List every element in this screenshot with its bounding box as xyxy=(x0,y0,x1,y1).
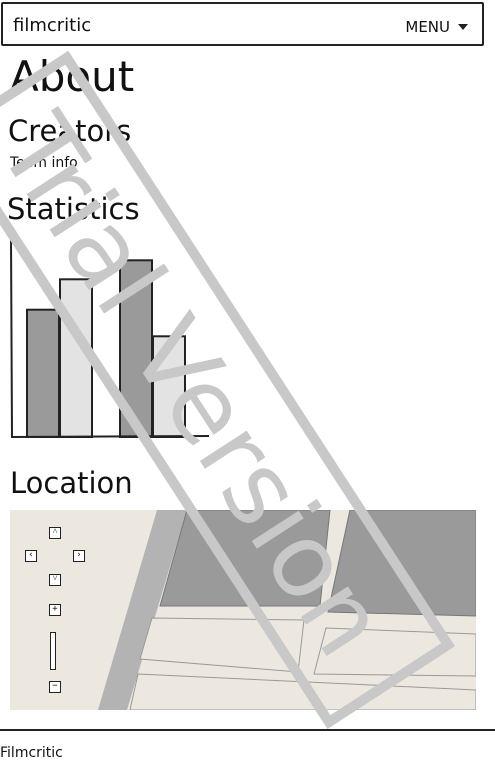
pan-up-button[interactable]: ˄ xyxy=(49,527,61,539)
top-header: filmcritic MENU xyxy=(1,2,484,46)
footer-divider xyxy=(0,729,495,731)
statistics-bar-chart xyxy=(10,237,210,438)
chart-y-axis xyxy=(10,237,13,438)
map-block xyxy=(327,510,476,617)
map-parcel xyxy=(129,673,476,710)
statistics-heading: Statistics xyxy=(7,192,140,226)
creators-heading: Creators xyxy=(8,114,132,148)
map-parcel xyxy=(313,627,476,677)
pan-right-button[interactable]: › xyxy=(73,550,85,562)
menu-label: MENU xyxy=(405,18,450,36)
brand-logo[interactable]: filmcritic xyxy=(13,15,92,36)
chart-x-axis xyxy=(10,435,210,438)
menu-dropdown[interactable]: MENU xyxy=(405,18,468,36)
zoom-slider[interactable] xyxy=(50,632,56,670)
team-info-link[interactable]: Team info xyxy=(10,155,78,171)
chart-bar-3 xyxy=(119,259,153,438)
caret-down-icon xyxy=(458,24,468,30)
pan-left-button[interactable]: ‹ xyxy=(25,550,37,562)
chart-bar-1 xyxy=(26,308,60,438)
chart-bar-2 xyxy=(59,278,93,438)
zoom-in-button[interactable]: + xyxy=(49,604,61,616)
map-parcel xyxy=(139,617,305,673)
bars-group xyxy=(26,259,186,438)
footer-text: Filmcritic xyxy=(0,745,63,761)
map-tiles xyxy=(98,510,476,710)
page-title: About xyxy=(10,52,135,101)
map-block xyxy=(159,510,331,607)
chart-bar-4 xyxy=(152,335,186,438)
location-map[interactable] xyxy=(10,510,476,710)
location-heading: Location xyxy=(10,466,133,500)
zoom-out-button[interactable]: − xyxy=(49,681,61,693)
pan-down-button[interactable]: ˅ xyxy=(49,574,61,586)
